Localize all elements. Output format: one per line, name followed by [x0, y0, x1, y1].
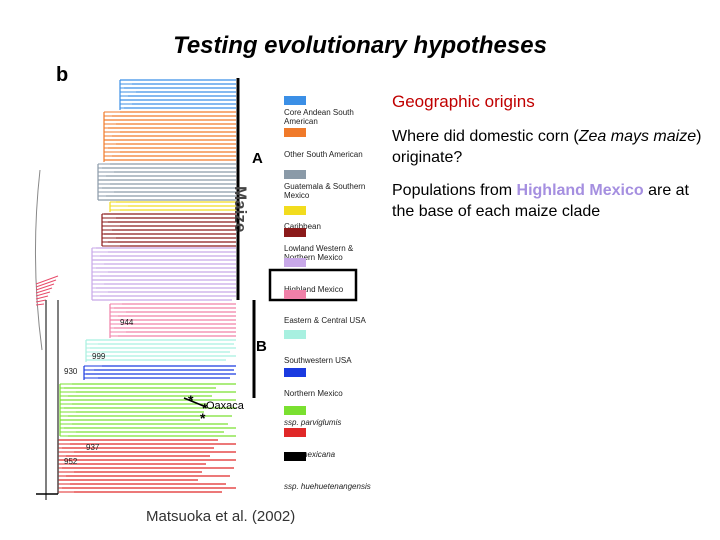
- legend-swatch-7: [284, 330, 306, 339]
- question-species: Zea mays maize: [578, 128, 697, 145]
- pop-post: are at the base of each maize clade: [392, 182, 689, 220]
- legend-swatch-3: [284, 206, 306, 215]
- star-marker-3: *: [200, 410, 206, 426]
- phylogenetic-tree: [34, 78, 358, 500]
- highland-mexico-box: [268, 268, 358, 302]
- star-marker-2: *: [202, 400, 208, 416]
- legend-swatch-5: [284, 258, 306, 267]
- legend-swatch-8: [284, 368, 306, 377]
- legend-label-5: Highland Mexico: [284, 285, 344, 294]
- legend-swatch-1: [284, 128, 306, 137]
- star-marker-1: *: [188, 392, 194, 408]
- legend-swatch-11: [284, 452, 306, 461]
- circular-tree-tip-3: [35, 287, 53, 294]
- maize-label: Maize: [231, 186, 250, 233]
- slide-title: Testing evolutionary hypotheses: [173, 32, 547, 59]
- legend-swatch-2: [284, 170, 306, 179]
- circular-tree-arc: [34, 169, 43, 351]
- clade-b-label: B: [256, 338, 267, 355]
- node-930: 930: [64, 367, 78, 376]
- oaxaca-label: Oaxaca: [206, 400, 244, 412]
- populations-statement: Populations from Highland Mexico are at …: [392, 180, 702, 222]
- oaxaca-arrow: [183, 397, 207, 408]
- circular-tree-tip-5: [35, 295, 49, 300]
- question-pre: Where did domestic corn (: [392, 128, 579, 145]
- legend-swatch-10: [284, 428, 306, 437]
- legend-label-2: Guatemala & Southern Mexico: [284, 182, 366, 200]
- clade-a-label: A: [252, 150, 263, 167]
- highland-mexico-highlight: Highland Mexico: [516, 182, 644, 199]
- node-944: 944: [120, 318, 134, 327]
- legend-swatch-0: [284, 96, 306, 105]
- geographic-origins-heading: Geographic origins: [392, 92, 535, 111]
- legend-label-8: Northern Mexico: [284, 389, 343, 398]
- legend-label-0: Core Andean South American: [284, 108, 354, 126]
- citation: Matsuoka et al. (2002): [146, 508, 296, 525]
- legend-swatch-6: [284, 290, 306, 299]
- legend-label-1: Other South American: [284, 150, 363, 159]
- legend-swatch-9: [284, 406, 306, 415]
- circular-tree-tip-2: [35, 283, 55, 291]
- legend-label-6: Eastern & Central USA: [284, 316, 366, 325]
- legend-label-9: ssp. parviglumis: [284, 418, 342, 427]
- circular-tree-tip-0: [35, 275, 59, 285]
- node-999: 999: [92, 352, 106, 361]
- legend-label-4: Lowland Western & Northern Mexico: [284, 244, 354, 262]
- circular-tree-tip-1: [35, 279, 57, 288]
- legend-label-11: ssp. huehuetenangensis: [284, 482, 371, 491]
- circular-tree-tip-7: [35, 303, 45, 306]
- node-952: 952: [64, 457, 78, 466]
- panel-letter: b: [56, 64, 69, 86]
- origin-question: Where did domestic corn (Zea mays maize)…: [392, 126, 702, 168]
- pop-pre: Populations from: [392, 182, 517, 199]
- circular-tree-tip-6: [35, 299, 47, 303]
- legend-label-7: Southwestern USA: [284, 356, 352, 365]
- legend-label-3: Caribbean: [284, 222, 321, 231]
- node-937: 937: [86, 443, 100, 452]
- question-post: ) originate?: [392, 128, 702, 166]
- circular-tree-tip-4: [35, 291, 51, 297]
- legend-label-10: ssp. mexicana: [284, 450, 336, 459]
- legend-swatch-4: [284, 228, 306, 237]
